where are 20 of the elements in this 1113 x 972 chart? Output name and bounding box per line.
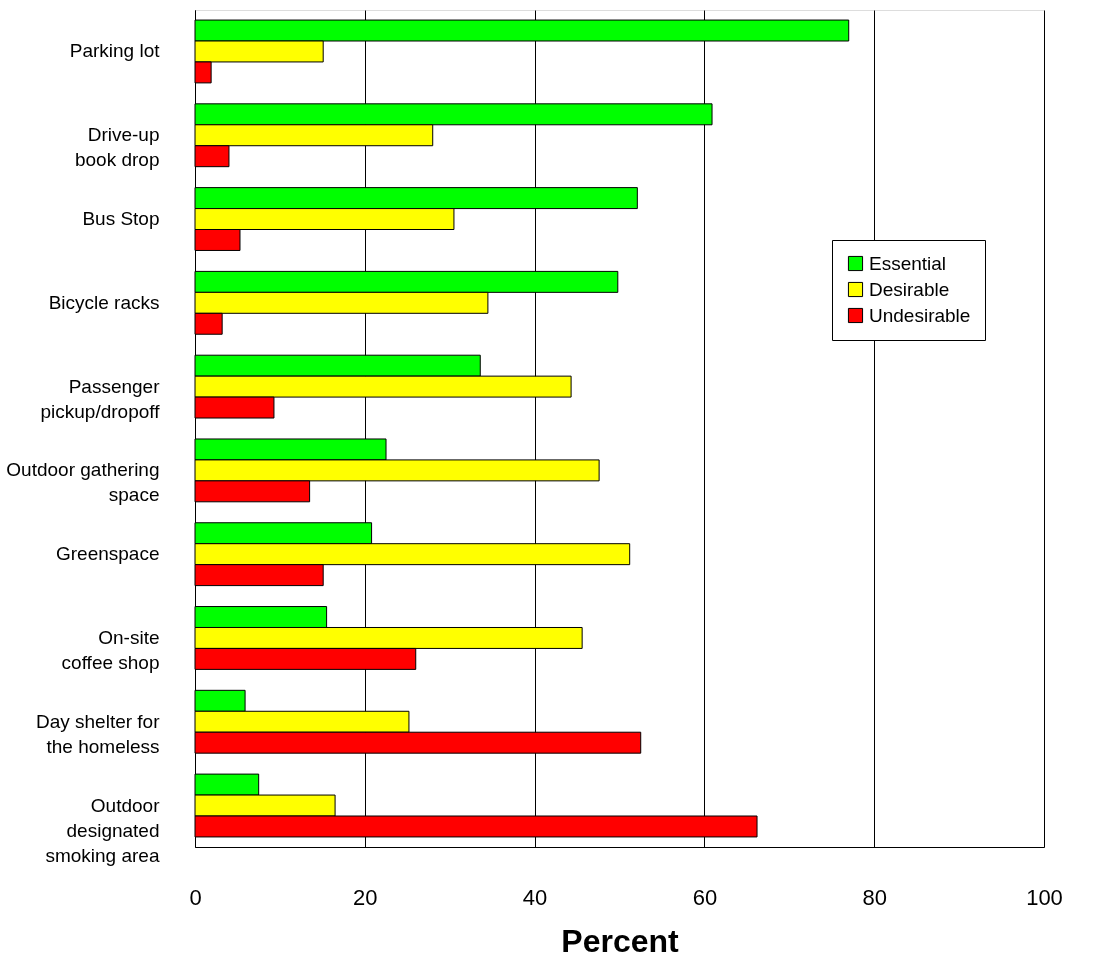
y-tick-label: On-site coffee shop bbox=[61, 626, 160, 673]
x-tick-label: 40 bbox=[522, 884, 548, 910]
y-tick-label: Day shelter for the homeless bbox=[35, 710, 161, 757]
y-tick-label: Passenger pickup/dropoff bbox=[40, 375, 161, 422]
y-tick-label: Bicycle racks bbox=[48, 291, 160, 313]
x-tick-label: 0 bbox=[189, 884, 202, 910]
y-tick-label: Greenspace bbox=[55, 543, 160, 565]
y-tick-label: Parking lot bbox=[69, 40, 161, 62]
x-tick-label: 60 bbox=[692, 884, 718, 910]
y-tick-label: Bus Stop bbox=[82, 208, 160, 230]
legend-label: Essential bbox=[869, 252, 947, 274]
x-tick-label: 20 bbox=[353, 884, 378, 910]
y-tick-label: Outdoor designated smoking area bbox=[45, 794, 161, 866]
legend-label: Desirable bbox=[869, 278, 950, 300]
x-tick-label: 80 bbox=[862, 884, 887, 910]
y-tick-label: Outdoor gathering space bbox=[6, 459, 160, 506]
x-tick-label: 100 bbox=[1026, 884, 1063, 910]
legend-label: Undesirable bbox=[869, 304, 971, 326]
x-axis-title: Percent bbox=[561, 922, 680, 959]
y-tick-label: Drive-up book drop bbox=[74, 124, 160, 171]
